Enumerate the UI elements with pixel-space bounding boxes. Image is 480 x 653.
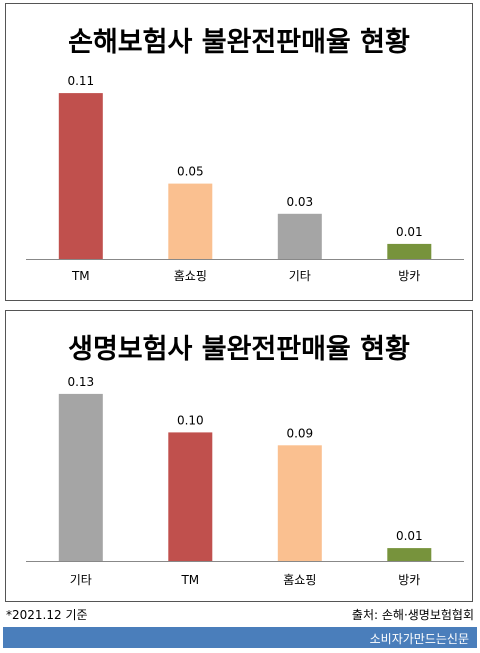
footer-bar: 소비자가만드는신문 bbox=[3, 627, 477, 648]
category-tick-label: 기타 bbox=[289, 269, 311, 283]
bar-value-label: 0.01 bbox=[396, 529, 423, 543]
bar-value-label: 0.03 bbox=[286, 195, 313, 209]
bar-value-label: 0.10 bbox=[177, 413, 204, 427]
chart-title: 생명보험사 불완전판매율 현황 bbox=[68, 334, 410, 365]
category-tick-label: TM bbox=[180, 573, 199, 587]
bar-1 bbox=[58, 93, 103, 259]
bar-value-label: 0.13 bbox=[67, 375, 94, 389]
bar-value-label: 0.11 bbox=[67, 74, 94, 88]
chart-panel-life: 생명보험사 불완전판매율 현황 0.13 기타 0.10 TM 0.09 홈쇼핑 0.01 방… bbox=[5, 310, 473, 602]
bar-chart-nonlife: 0.11 TM 0.05 홈쇼핑 0.03 기타 0.01 방카 bbox=[26, 74, 464, 283]
bar-value-label: 0.05 bbox=[177, 165, 204, 179]
source-credit: 출처: 손해·생명보험협회 bbox=[351, 608, 474, 622]
bar-value-label: 0.01 bbox=[396, 225, 423, 239]
chart-panel-nonlife: 손해보험사 불완전판매율 현황 0.11 TM 0.05 홈쇼핑 0.03 기타 0.01 방… bbox=[5, 3, 473, 301]
bar-2 bbox=[168, 432, 213, 561]
bar-1 bbox=[58, 393, 103, 561]
category-tick-label: TM bbox=[71, 269, 90, 283]
category-tick-label: 기타 bbox=[70, 573, 92, 587]
footnote: *2021.12 기준 bbox=[6, 608, 88, 622]
bar-chart-life: 0.13 기타 0.10 TM 0.09 홈쇼핑 0.01 방카 bbox=[26, 375, 464, 587]
bar-4 bbox=[387, 243, 432, 259]
category-tick-label: 방카 bbox=[398, 269, 420, 283]
bar-2 bbox=[168, 183, 213, 259]
bar-3 bbox=[277, 445, 322, 561]
bar-value-label: 0.09 bbox=[286, 426, 313, 440]
brand-label: 소비자가만드는신문 bbox=[369, 632, 469, 646]
category-tick-label: 홈쇼핑 bbox=[283, 573, 316, 587]
bar-4 bbox=[387, 548, 432, 561]
category-tick-label: 홈쇼핑 bbox=[174, 269, 207, 283]
chart-title: 손해보험사 불완전판매율 현황 bbox=[68, 27, 410, 58]
bar-3 bbox=[277, 213, 322, 260]
category-tick-label: 방카 bbox=[398, 573, 420, 587]
